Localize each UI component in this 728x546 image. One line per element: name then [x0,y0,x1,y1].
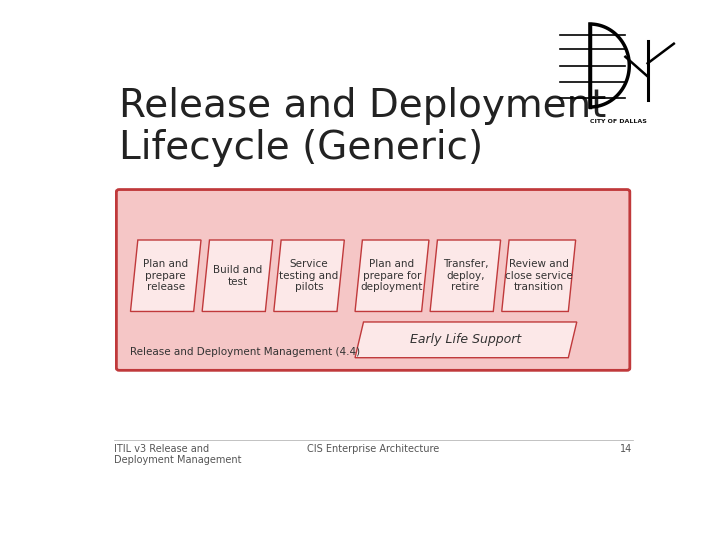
Text: 14: 14 [620,444,633,454]
Text: ITIL v3 Release and
Deployment Management: ITIL v3 Release and Deployment Managemen… [114,444,241,466]
FancyBboxPatch shape [116,189,630,370]
Polygon shape [430,240,501,311]
Polygon shape [355,322,577,358]
Text: Review and
close service
transition: Review and close service transition [505,259,572,292]
Polygon shape [202,240,273,311]
Polygon shape [502,240,576,311]
Text: CITY OF DALLAS: CITY OF DALLAS [590,120,647,124]
Text: Build and
test: Build and test [213,265,262,287]
Text: Release and Deployment
Lifecycle (Generic): Release and Deployment Lifecycle (Generi… [119,86,606,167]
Text: Release and Deployment Management (4.4): Release and Deployment Management (4.4) [130,347,360,357]
Text: Service
testing and
pilots: Service testing and pilots [280,259,339,292]
Polygon shape [130,240,201,311]
Text: Plan and
prepare
release: Plan and prepare release [143,259,189,292]
Text: Plan and
prepare for
deployment: Plan and prepare for deployment [361,259,423,292]
Text: Early Life Support: Early Life Support [411,334,521,346]
Polygon shape [274,240,344,311]
Text: CIS Enterprise Architecture: CIS Enterprise Architecture [307,444,439,454]
Polygon shape [355,240,429,311]
Text: Transfer,
deploy,
retire: Transfer, deploy, retire [443,259,488,292]
